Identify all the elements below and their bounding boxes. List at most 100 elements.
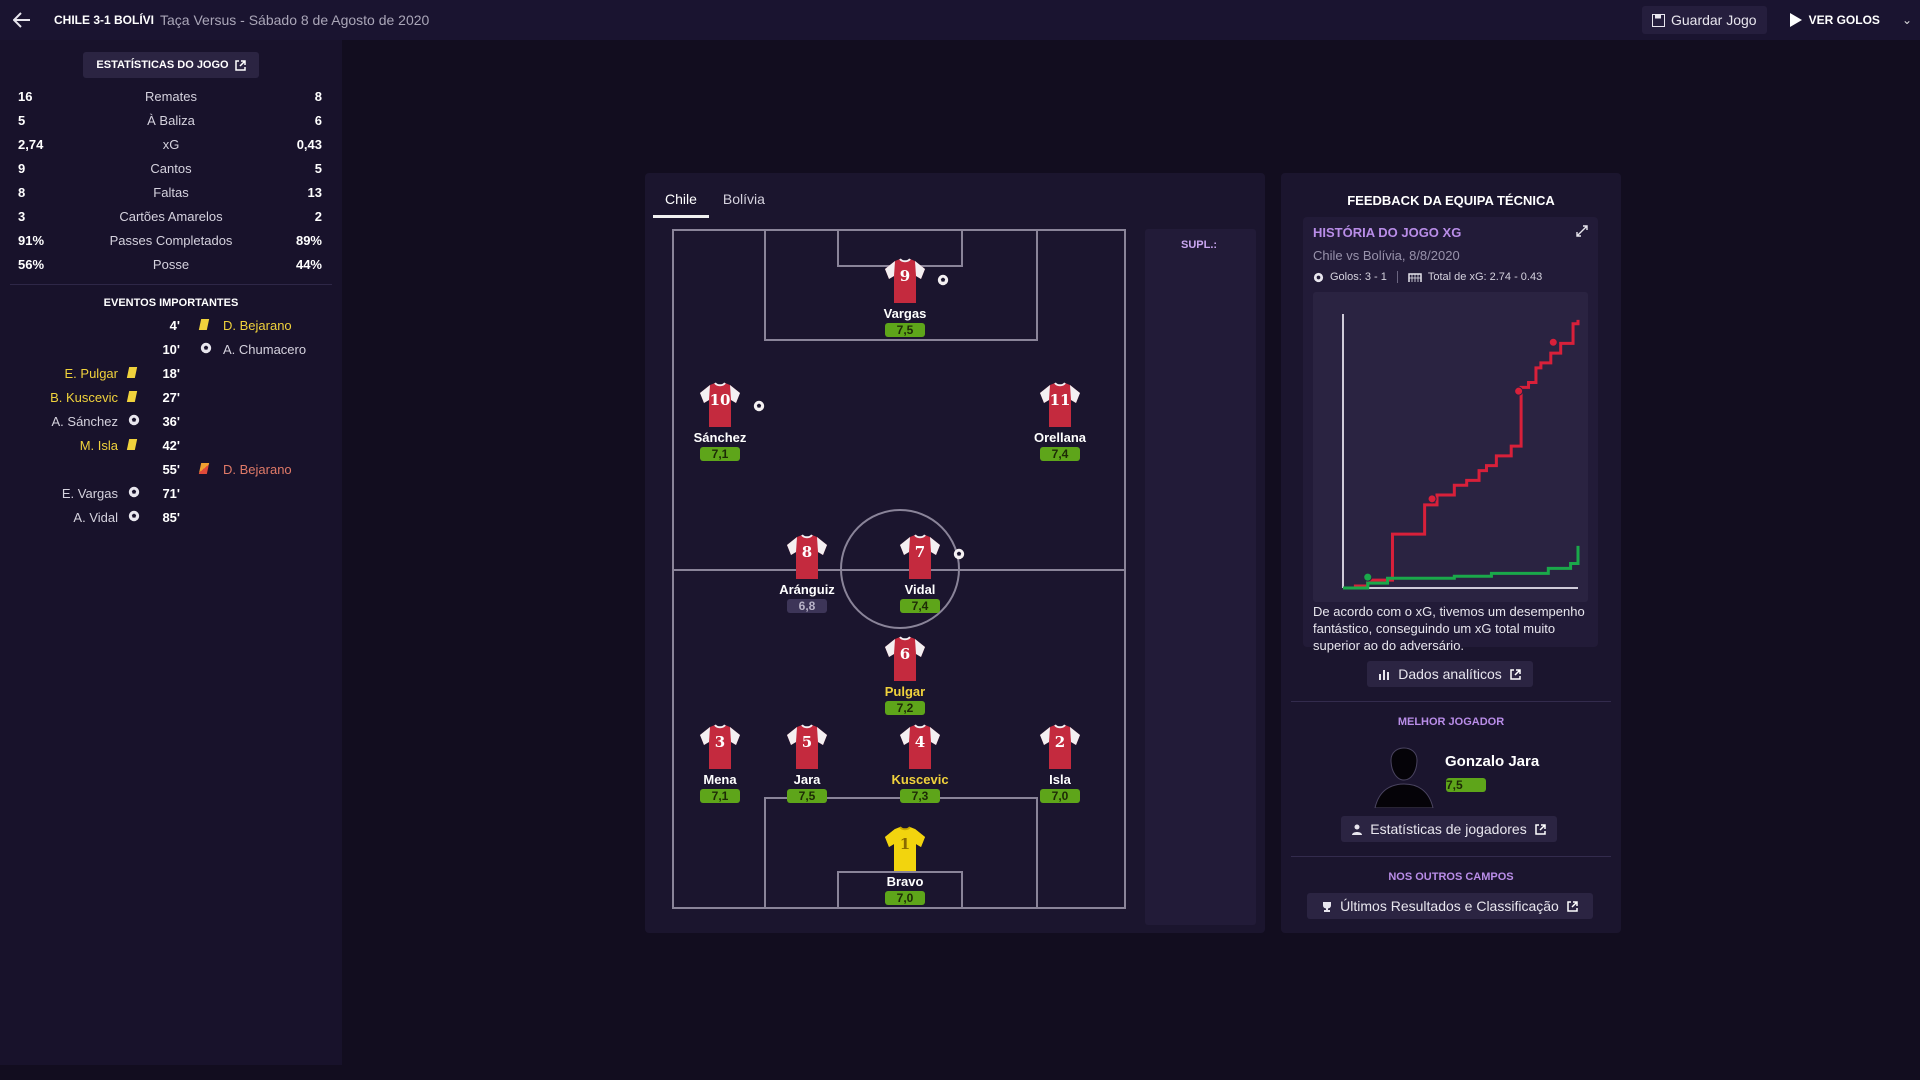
match-stats-button[interactable]: ESTATÍSTICAS DO JOGO — [83, 52, 259, 78]
stats-table: 16 Remates 8 5 À Baliza 6 2,74 xG 0,43 9 Cantos 5 8 F… — [0, 84, 342, 276]
analytics-label: Dados analíticos — [1398, 666, 1502, 682]
stat-name: Cartões Amarelos — [119, 208, 223, 224]
stat-home-value: 3 — [18, 208, 26, 224]
stat-home-value: 56% — [18, 256, 45, 272]
match-stats-label: ESTATÍSTICAS DO JOGO — [96, 59, 229, 71]
stat-away-value: 2 — [314, 208, 322, 224]
event-away-player: D. Bejarano — [223, 318, 292, 333]
stat-home-value: 2,74 — [18, 136, 44, 152]
player-card[interactable]: 4 Kuscevic 7,3 — [875, 723, 965, 805]
stat-away-value: 5 — [314, 160, 322, 176]
shirt-number: 11 — [1049, 391, 1071, 409]
chevron-down-icon[interactable]: ⌄ — [1901, 13, 1912, 27]
lineup-panel: Chile Bolívia SUPL.: 9 Vargas 7,5 10 Sánc… — [645, 173, 1265, 933]
shirt-number: 9 — [899, 267, 911, 285]
event-row: E. Pulgar 18' — [0, 361, 342, 385]
best-player-rating: 7,5 — [1446, 778, 1486, 792]
away-xg-line — [1343, 545, 1580, 590]
player-card[interactable]: 11 Orellana 7,4 — [1015, 381, 1105, 463]
save-game-button[interactable]: Guardar Jogo — [1641, 6, 1767, 34]
stat-away-value: 89% — [295, 232, 322, 248]
stat-away-value: 6 — [314, 112, 322, 128]
event-row: 55' D. Bejarano — [0, 457, 342, 481]
event-away-icon — [198, 318, 212, 332]
player-card[interactable]: 7 Vidal 7,4 — [875, 533, 965, 615]
event-minute: 55' — [162, 462, 180, 477]
stat-name: Faltas — [153, 184, 189, 200]
tab-home-team[interactable]: Chile — [653, 181, 709, 218]
event-minute: 27' — [162, 390, 180, 405]
player-card[interactable]: 5 Jara 7,5 — [762, 723, 852, 805]
player-rating: 7,0 — [1040, 789, 1080, 803]
event-row: A. Sánchez 36' — [0, 409, 342, 433]
yellow-card-icon — [198, 319, 210, 330]
event-home-icon — [128, 486, 140, 500]
person-icon — [1352, 824, 1363, 835]
expand-icon[interactable] — [1576, 225, 1588, 237]
home-xg-line — [1343, 319, 1580, 590]
shirt-number: 2 — [1054, 733, 1066, 751]
left-panel: ESTATÍSTICAS DO JOGO 16 Remates 8 5 À Baliza… — [0, 40, 342, 1065]
ball-icon — [128, 510, 140, 522]
feedback-panel: FEEDBACK DA EQUIPA TÉCNICA HISTÓRIA DO J… — [1281, 173, 1621, 933]
xg-chart — [1313, 292, 1588, 602]
player-card[interactable]: 10 Sánchez 7,1 — [675, 381, 765, 463]
external-link-icon — [1567, 900, 1578, 912]
best-player-name: Gonzalo Jara — [1445, 753, 1540, 770]
event-row: A. Vidal 85' — [0, 505, 342, 529]
stat-name: Remates — [144, 88, 198, 104]
yellow-card-icon — [126, 439, 138, 450]
match-subtitle: Taça Versus - Sábado 8 de Agosto de 2020 — [160, 12, 430, 28]
goal-area-bottom — [837, 871, 963, 909]
event-minute: 85' — [162, 510, 180, 525]
substitutes-panel: SUPL.: — [1145, 229, 1256, 925]
away-goal-marker — [1363, 572, 1373, 582]
stat-name: À Baliza — [147, 112, 195, 128]
shirt-icon: 2 — [1036, 723, 1084, 771]
player-rating: 7,5 — [787, 789, 827, 803]
event-minute: 36' — [162, 414, 180, 429]
player-card[interactable]: 6 Pulgar 7,2 — [860, 635, 950, 717]
player-stats-button[interactable]: Estatísticas de jogadores — [1341, 816, 1557, 842]
back-button[interactable] — [0, 0, 44, 40]
results-standings-button[interactable]: Últimos Resultados e Classificação — [1307, 893, 1593, 919]
player-name: Mena — [703, 772, 737, 787]
event-minute: 18' — [162, 366, 180, 381]
player-card[interactable]: 2 Isla 7,0 — [1015, 723, 1105, 805]
shirt-icon: 5 — [783, 723, 831, 771]
stat-row: 2,74 xG 0,43 — [0, 132, 342, 156]
xg-summary-text: De acordo com o xG, tivemos um desempenh… — [1313, 604, 1585, 653]
player-name: Kuscevic — [891, 772, 949, 787]
home-goal-marker — [1427, 494, 1437, 504]
player-name: Isla — [1049, 772, 1071, 787]
analytics-button[interactable]: Dados analíticos — [1367, 661, 1533, 687]
player-name: Vidal — [904, 582, 936, 597]
player-card[interactable]: 1 Bravo 7,0 — [860, 825, 950, 907]
tab-away-team[interactable]: Bolívia — [722, 191, 765, 207]
event-row: 10' A. Chumacero — [0, 337, 342, 361]
player-card[interactable]: 9 Vargas 7,5 — [860, 257, 950, 339]
shirt-number: 7 — [914, 543, 926, 561]
shirt-icon: 8 — [783, 533, 831, 581]
event-minute: 10' — [162, 342, 180, 357]
player-card[interactable]: 8 Aránguiz 6,8 — [762, 533, 852, 615]
player-stats-label: Estatísticas de jogadores — [1370, 821, 1527, 837]
shirt-icon: 7 — [896, 533, 944, 581]
player-card[interactable]: 3 Mena 7,1 — [675, 723, 765, 805]
events-title: EVENTOS IMPORTANTES — [103, 297, 239, 309]
ball-icon — [200, 342, 212, 354]
event-away-icon — [198, 462, 212, 476]
stat-home-value: 91% — [18, 232, 45, 248]
external-link-icon — [1534, 823, 1546, 835]
external-link-icon — [1510, 668, 1521, 680]
external-link-icon — [234, 59, 246, 71]
stat-name: Passes Completados — [109, 232, 233, 248]
shirt-icon: 10 — [696, 381, 744, 429]
best-player-label: MELHOR JOGADOR — [1397, 716, 1505, 728]
shirt-icon: 3 — [696, 723, 744, 771]
view-goals-button[interactable]: VER GOLOS — [1779, 6, 1890, 34]
event-row: 4' D. Bejarano — [0, 313, 342, 337]
player-name: Vargas — [883, 306, 927, 321]
goal-net-icon — [1408, 272, 1422, 282]
event-home-player: B. Kuscevic — [50, 390, 118, 405]
